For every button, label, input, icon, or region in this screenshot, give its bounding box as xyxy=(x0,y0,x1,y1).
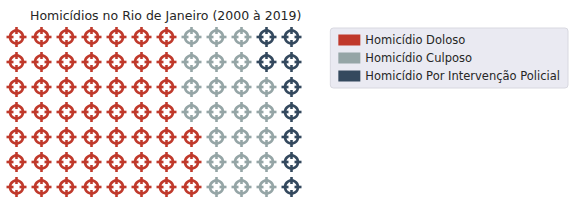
svg-text:Homicídio Doloso: Homicídio Doloso xyxy=(365,33,465,47)
svg-text:Homicídios no Rio de Janeiro (: Homicídios no Rio de Janeiro (2000 à 201… xyxy=(30,8,301,23)
svg-text:Homicídio Por Intervenção Poli: Homicídio Por Intervenção Policial xyxy=(365,69,560,83)
svg-text:Homicídio Culposo: Homicídio Culposo xyxy=(365,51,472,65)
